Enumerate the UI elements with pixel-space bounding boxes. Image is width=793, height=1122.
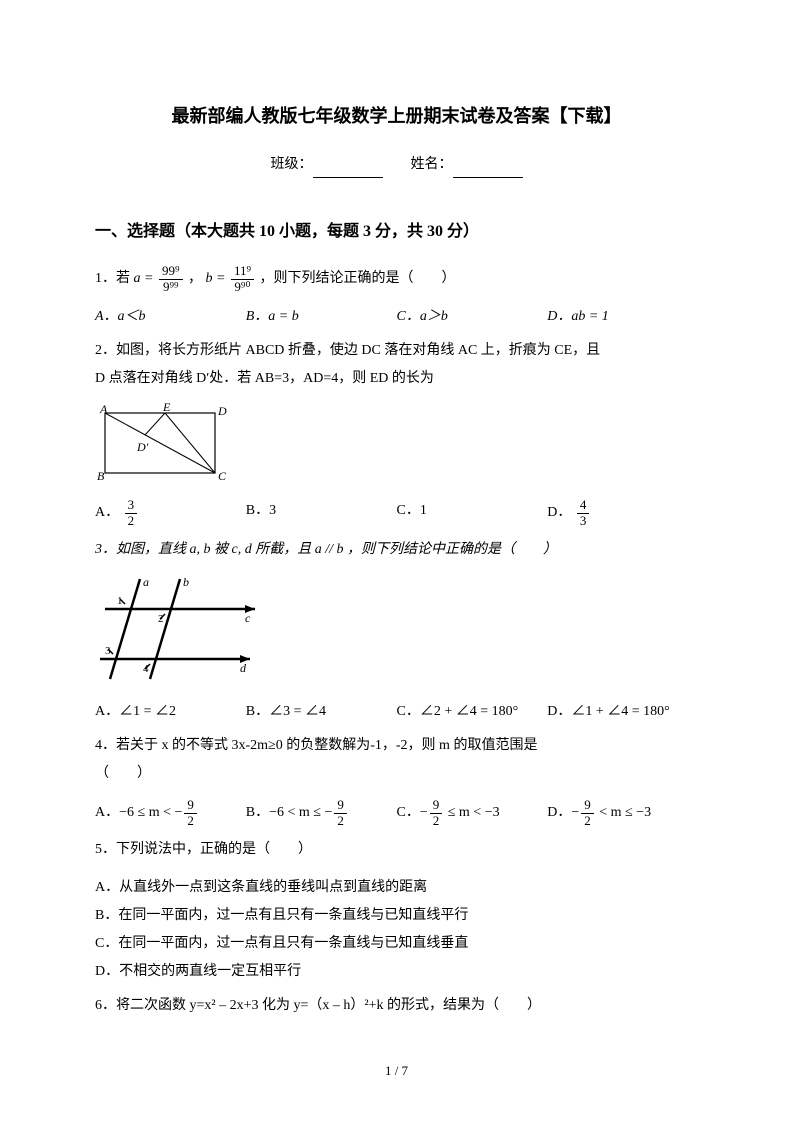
q2-optD-label: D． — [547, 505, 571, 520]
q3-text: 3．如图，直线 a, b 被 c, d 所截，且 a // b ，则下列结论中正… — [95, 542, 557, 557]
q4-optD: D．−92 < m ≤ −3 — [547, 798, 698, 828]
q1-b-eq: b = — [206, 271, 226, 286]
q4-optA-num: 9 — [184, 798, 197, 813]
q2-line2: D 点落在对角线 D′处．若 AB=3，AD=4，则 ED 的长为 — [95, 365, 698, 393]
question-6: 6．将二次函数 y=x² – 2x+3 化为 y=（x – h）²+k 的形式，… — [95, 992, 698, 1020]
q2-optD-den: 3 — [577, 514, 590, 528]
q2-label-A: A — [99, 403, 108, 416]
q5-optB: B．在同一平面内，过一点有且只有一条直线与已知直线平行 — [95, 902, 698, 930]
q1-sep: ， — [188, 271, 202, 286]
q1-frac2-num: 11⁹ — [231, 264, 254, 279]
q2-optA-frac: 3 2 — [125, 498, 138, 528]
q4-optC-frac: 92 — [430, 798, 443, 828]
question-4: 4．若关于 x 的不等式 3x-2m≥0 的负整数解为-1，-2，则 m 的取值… — [95, 732, 698, 788]
question-5: 5．下列说法中，正确的是（ ） — [95, 836, 698, 864]
class-blank[interactable] — [313, 162, 383, 178]
q2-line1: 2．如图，将长方形纸片 ABCD 折叠，使边 DC 落在对角线 AC 上，折痕为… — [95, 337, 698, 365]
q4-optD-den: 2 — [581, 814, 594, 828]
q2-optD-frac: 4 3 — [577, 498, 590, 528]
q5-optD: D．不相交的两直线一定互相平行 — [95, 958, 698, 986]
q4-optC-mid: ≤ m < −3 — [444, 805, 499, 820]
q5-optA: A．从直线外一点到这条直线的垂线叫点到直线的距离 — [95, 874, 698, 902]
question-3: 3．如图，直线 a, b 被 c, d 所截，且 a // b ，则下列结论中正… — [95, 536, 698, 564]
q3-optC: C．∠2 + ∠4 = 180° — [397, 699, 548, 724]
q2-label-C: C — [218, 469, 227, 483]
q4-optB-pre: B．−6 < m ≤ − — [246, 805, 333, 820]
student-info: 班级： 姓名： — [95, 152, 698, 177]
question-1: 1．若 a = 99⁹ 9⁹⁹ ， b = 11⁹ 9⁹⁰ ，则下列结论正确的是… — [95, 264, 698, 294]
q3-optB: B．∠3 = ∠4 — [246, 699, 397, 724]
q2-options: A． 3 2 B．3 C．1 D． 4 3 — [95, 498, 698, 528]
q3-label-a: a — [143, 575, 149, 589]
q4-line2: （ ） — [95, 760, 698, 788]
q4-optD-frac: 92 — [581, 798, 594, 828]
q2-optA-label: A． — [95, 505, 119, 520]
q4-optB-frac: 92 — [334, 798, 347, 828]
q2-label-E: E — [162, 403, 171, 414]
q1-options: A．a＜b B．a = b C．a＞b D．ab = 1 — [95, 304, 698, 329]
q4-line1: 4．若关于 x 的不等式 3x-2m≥0 的负整数解为-1，-2，则 m 的取值… — [95, 732, 698, 760]
q4-optC-num: 9 — [430, 798, 443, 813]
q2-label-D: D — [217, 404, 227, 418]
q1-frac1-den: 9⁹⁹ — [160, 280, 182, 294]
class-label: 班级： — [271, 157, 313, 172]
q4-optD-num: 9 — [581, 798, 594, 813]
q4-options: A．−6 ≤ m < −92 B．−6 < m ≤ −92 C．−92 ≤ m … — [95, 798, 698, 828]
q3-label-d: d — [240, 661, 247, 675]
q1-suffix: ，则下列结论正确的是（ ） — [260, 271, 456, 286]
q1-optD: D．ab = 1 — [547, 304, 698, 329]
q4-optB-num: 9 — [334, 798, 347, 813]
question-2: 2．如图，将长方形纸片 ABCD 折叠，使边 DC 落在对角线 AC 上，折痕为… — [95, 337, 698, 393]
q2-optA-den: 2 — [125, 514, 138, 528]
q2-label-B: B — [97, 469, 105, 483]
q2-optD: D． 4 3 — [547, 498, 698, 528]
q2-optD-num: 4 — [577, 498, 590, 513]
name-blank[interactable] — [453, 162, 523, 178]
q3-optA: A．∠1 = ∠2 — [95, 699, 246, 724]
q5-optC: C．在同一平面内，过一点有且只有一条直线与已知直线垂直 — [95, 930, 698, 958]
q4-optC-den: 2 — [430, 814, 443, 828]
q1-optB: B．a = b — [246, 304, 397, 329]
q4-optA-frac: 92 — [184, 798, 197, 828]
q1-frac1: 99⁹ 9⁹⁹ — [159, 264, 183, 294]
q4-optD-pre: D．− — [547, 805, 579, 820]
q3-figure: a b c d 1 2 3 4 — [95, 574, 698, 693]
q4-optA: A．−6 ≤ m < −92 — [95, 798, 246, 828]
q3-label-c: c — [245, 611, 251, 625]
q3-label-b: b — [183, 575, 189, 589]
q4-optC: C．−92 ≤ m < −3 — [397, 798, 548, 828]
q1-frac1-num: 99⁹ — [159, 264, 183, 279]
q2-optC: C．1 — [397, 498, 548, 528]
q1-a-eq: a = — [134, 271, 154, 286]
q4-optB-den: 2 — [334, 814, 347, 828]
section-1-header: 一、选择题（本大题共 10 小题，每题 3 分，共 30 分） — [95, 218, 698, 247]
name-label: 姓名： — [411, 157, 453, 172]
q4-optC-pre: C．− — [397, 805, 428, 820]
q1-frac2: 11⁹ 9⁹⁰ — [231, 264, 254, 294]
q2-optA-num: 3 — [125, 498, 138, 513]
q1-optC: C．a＞b — [397, 304, 548, 329]
q1-prefix: 1．若 — [95, 271, 130, 286]
q2-optA: A． 3 2 — [95, 498, 246, 528]
q2-optB: B．3 — [246, 498, 397, 528]
q3-optD: D．∠1 + ∠4 = 180° — [547, 699, 698, 724]
q4-optA-den: 2 — [184, 814, 197, 828]
q1-optA: A．a＜b — [95, 304, 246, 329]
page-number: 1 / 7 — [0, 1059, 793, 1082]
q4-optD-mid: < m ≤ −3 — [596, 805, 651, 820]
q2-label-Dp: D′ — [136, 440, 149, 454]
q4-optB: B．−6 < m ≤ −92 — [246, 798, 397, 828]
page-title: 最新部编人教版七年级数学上册期末试卷及答案【下载】 — [95, 100, 698, 132]
q3-options: A．∠1 = ∠2 B．∠3 = ∠4 C．∠2 + ∠4 = 180° D．∠… — [95, 699, 698, 724]
q4-optA-pre: A．−6 ≤ m < − — [95, 805, 182, 820]
q1-frac2-den: 9⁹⁰ — [231, 280, 253, 294]
q2-figure: A E D B C D′ — [95, 403, 698, 492]
